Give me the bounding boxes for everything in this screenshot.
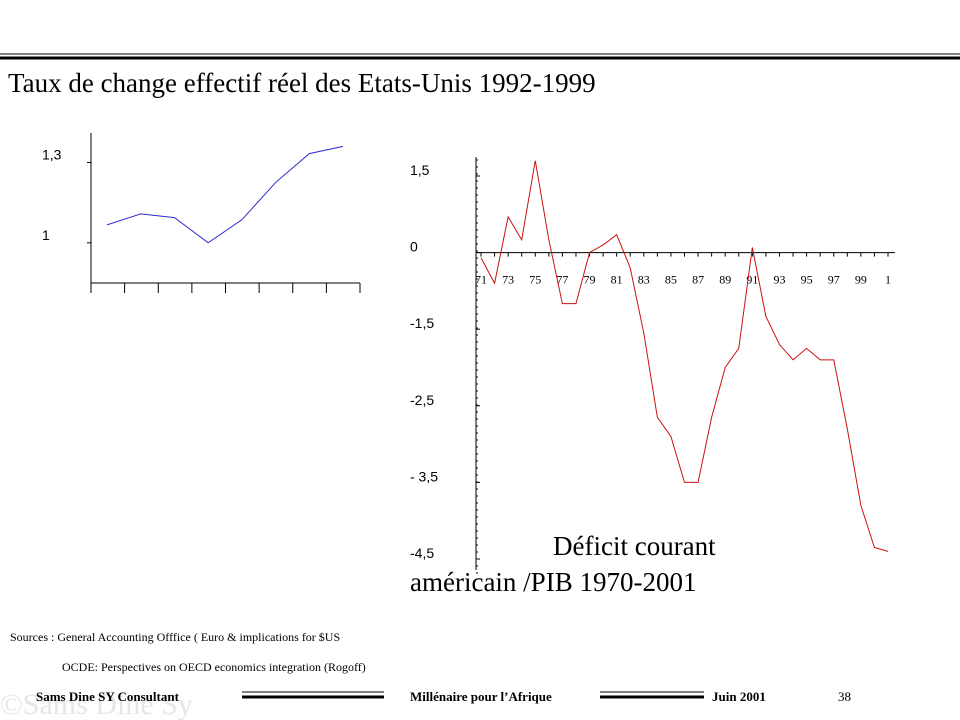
x-tick-label: 87: [692, 273, 704, 287]
x-tick-label: 1: [885, 273, 891, 287]
y-tick-label: 0: [410, 239, 418, 255]
x-tick-label: 81: [611, 273, 623, 287]
footer-date: Juin 2001: [712, 689, 766, 704]
x-tick-label: 91: [746, 273, 758, 287]
y-tick-label: - 3,5: [410, 468, 438, 484]
source: OCDE: Perspectives on OECD economics int…: [62, 660, 366, 674]
footer-center: Millénaire pour l’Afrique: [410, 689, 552, 704]
x-tick-label: 93: [773, 273, 785, 287]
x-tick-label: 73: [502, 273, 514, 287]
y-tick-label: 1,3: [42, 146, 62, 162]
y-tick-label: -4,5: [410, 545, 434, 561]
slide-title: Taux de change effectif réel des Etats-U…: [8, 68, 596, 98]
x-tick-label: 99: [855, 273, 867, 287]
data-line: [480, 160, 889, 552]
source: Sources : General Accounting Offfice ( E…: [10, 630, 340, 644]
y-tick-label: -2,5: [410, 392, 434, 408]
y-tick-label: 1,5: [410, 162, 430, 178]
x-tick-label: 95: [801, 273, 813, 287]
x-tick-label: 89: [719, 273, 731, 287]
footer-author: Sams Dine SY Consultant: [36, 689, 180, 704]
x-tick-label: 77: [556, 273, 568, 287]
y-tick-label: 1: [42, 227, 50, 243]
x-tick-label: 71: [475, 273, 487, 287]
x-tick-label: 79: [584, 273, 596, 287]
page-number: 38: [838, 689, 851, 704]
x-tick-label: 85: [665, 273, 677, 287]
y-tick-label: -1,5: [410, 315, 434, 331]
annotation: Déficit courant: [553, 531, 716, 561]
annotation: américain /PIB 1970-2001: [410, 567, 696, 597]
data-line: [106, 145, 344, 244]
x-tick-label: 75: [529, 273, 541, 287]
watermark: ©Sams Dine Sy: [0, 688, 193, 720]
x-tick-label: 83: [638, 273, 650, 287]
x-tick-label: 97: [828, 273, 840, 287]
